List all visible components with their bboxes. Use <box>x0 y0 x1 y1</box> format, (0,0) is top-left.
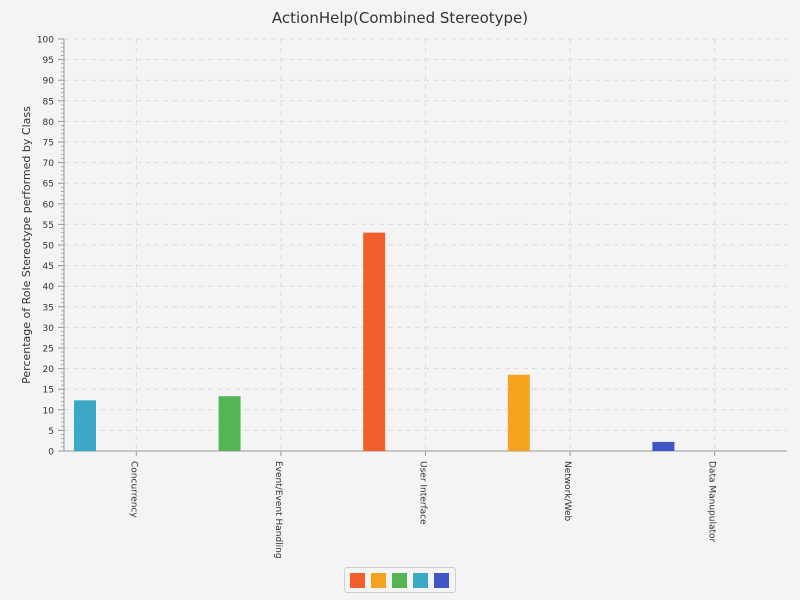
legend-swatch <box>350 572 365 588</box>
bar <box>74 400 96 451</box>
bar <box>363 232 386 451</box>
legend <box>344 567 456 593</box>
bar <box>652 441 675 451</box>
y-tick-label: 95 <box>43 56 54 66</box>
legend-swatch <box>413 572 428 588</box>
x-tick-label: Concurrency <box>128 461 138 518</box>
bars <box>74 232 675 451</box>
y-tick-label: 80 <box>43 118 55 128</box>
chart-title: ActionHelp(Combined Stereotype) <box>272 9 528 27</box>
y-tick-label: 35 <box>43 303 54 313</box>
y-tick-label: 90 <box>43 77 55 87</box>
y-tick-label: 30 <box>43 324 55 334</box>
y-tick-label: 20 <box>43 365 55 375</box>
y-tick-label: 50 <box>43 242 55 252</box>
y-tick-label: 60 <box>43 200 55 210</box>
y-tick-label: 5 <box>48 427 54 437</box>
y-axis-label: Percentage of Role Stereotype performed … <box>20 106 33 384</box>
legend-swatch <box>434 572 449 588</box>
x-tick-label: Network/Web <box>562 461 572 522</box>
y-tick-label: 25 <box>43 345 54 355</box>
y-axis: 0 5 10 15 20 25 30 35 40 45 50 55 60 65 70 75 80 85 90 95 10… <box>37 36 65 458</box>
y-tick-label: 85 <box>43 97 54 107</box>
y-tick-label: 45 <box>43 262 54 272</box>
y-tick-label: 40 <box>43 283 55 293</box>
x-tick-label: Event/Event Handling <box>273 461 283 559</box>
x-tick-label: Data Manupulator <box>707 461 717 543</box>
legend-swatch <box>371 572 386 588</box>
grid <box>64 38 787 451</box>
y-tick-label: 65 <box>43 180 54 190</box>
y-tick-label: 70 <box>43 159 55 169</box>
x-tick-label: User Interface <box>418 461 428 525</box>
bar <box>507 374 530 451</box>
y-tick-label: 0 <box>48 448 54 458</box>
y-tick-label: 10 <box>43 406 55 416</box>
y-tick-label: 100 <box>37 36 54 46</box>
y-tick-label: 15 <box>43 386 54 396</box>
y-tick-label: 55 <box>43 221 54 231</box>
y-tick-label: 75 <box>43 139 54 149</box>
x-axis: Concurrency Event/Event Handling User Inte… <box>64 450 787 559</box>
legend-swatch <box>392 572 407 588</box>
bar <box>218 396 241 451</box>
